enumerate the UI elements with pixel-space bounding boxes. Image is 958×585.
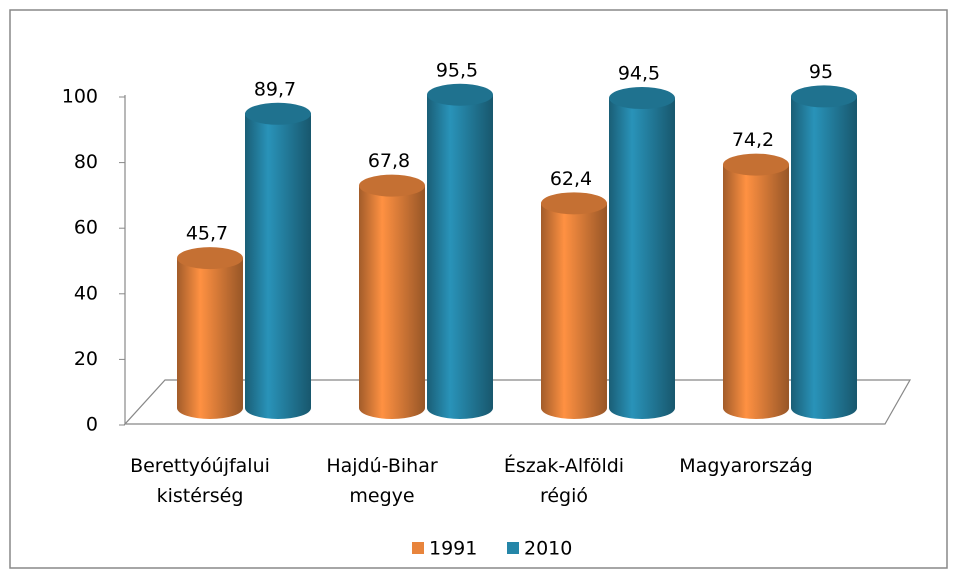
bar-top: [791, 85, 857, 108]
value-label: 67,8: [368, 150, 410, 172]
x-tick-label-line: Hajdú-Bihar: [326, 455, 437, 477]
y-tick-label: 0: [86, 414, 98, 436]
y-tick-label: 20: [74, 348, 98, 370]
value-label: 74,2: [732, 129, 774, 151]
value-label: 45,7: [186, 223, 228, 245]
x-tick-label-line: kistérség: [157, 485, 244, 507]
legend-swatch: [507, 542, 519, 554]
x-tick-label-line: Berettyóújfalui: [130, 455, 270, 477]
bar: [723, 164, 789, 419]
bar: [609, 98, 675, 419]
legend-swatch: [412, 542, 424, 554]
x-tick-label-line: Magyarország: [679, 455, 812, 477]
value-label: 89,7: [254, 78, 296, 100]
bar-top: [723, 153, 789, 176]
bar-top: [427, 83, 493, 106]
x-tick-label: Hajdú-Bihar megye: [326, 455, 437, 507]
bar-top: [359, 174, 425, 197]
y-tick-label: 40: [74, 282, 98, 304]
bar: [359, 185, 425, 419]
bar-top: [177, 247, 243, 270]
bar: [427, 94, 493, 419]
y-tick-label: 80: [74, 151, 98, 173]
x-tick-label-line: Észak-Alföldi: [504, 454, 624, 477]
floor: [123, 379, 912, 425]
bar: [541, 203, 607, 419]
x-tick-label: Berettyóújfalui kistérség: [130, 455, 270, 507]
value-label: 94,5: [618, 63, 660, 85]
legend-label: 1991: [429, 538, 477, 560]
value-label: 95: [809, 61, 833, 83]
bar-top: [609, 87, 675, 110]
x-tick-label-line: megye: [349, 485, 414, 507]
y-tick-label: 100: [62, 86, 98, 108]
bar: [177, 258, 243, 419]
x-tick-label-line: régió: [540, 485, 588, 507]
bar: [245, 113, 311, 419]
y-tick-label: 60: [74, 217, 98, 239]
bar: [791, 96, 857, 420]
x-tick-label: Észak-Alföldi régió: [504, 454, 624, 507]
legend-label: 2010: [524, 538, 572, 560]
x-tick-label: Magyarország: [679, 455, 812, 477]
bar-top: [245, 102, 311, 125]
value-label: 95,5: [436, 59, 478, 81]
bar-top: [541, 192, 607, 215]
value-label: 62,4: [550, 168, 592, 190]
